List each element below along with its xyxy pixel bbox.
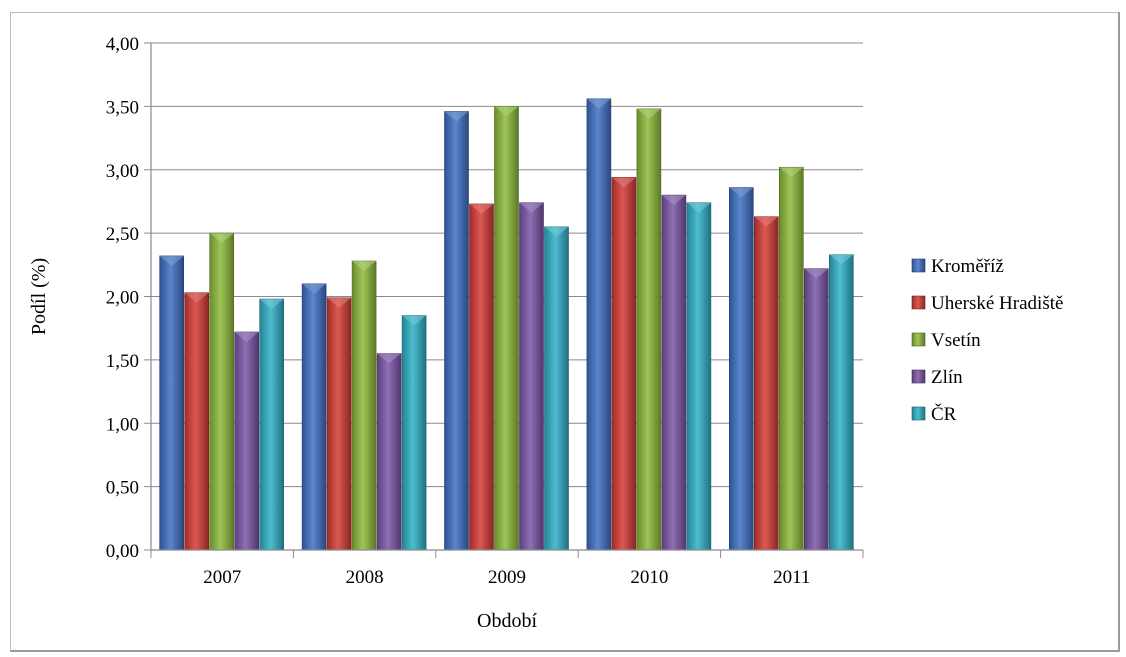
- bar-chart: 0,00 0,50 1,00 1,50 2,00 2,50 3,00 3,50 4,00 200…: [28, 34, 1063, 632]
- bar-ČR-2007: [259, 298, 284, 551]
- x-tick-labels: 2007 2008 2009 2010 2011: [203, 567, 810, 588]
- bar-bevel: [234, 331, 259, 342]
- bar-ČR-2008: [401, 315, 427, 551]
- bar-bevel: [804, 268, 829, 279]
- x-tick-label: 2010: [630, 567, 668, 588]
- chart-frame: 0,00 0,50 1,00 1,50 2,00 2,50 3,00 3,50 4,00 200…: [10, 12, 1120, 652]
- x-tick-label: 2007: [203, 567, 241, 588]
- axes: [144, 42, 864, 558]
- bar-Uherské Hradiště-2011: [753, 216, 779, 551]
- x-tick-label: 2008: [346, 567, 384, 588]
- bar-Vsetín-2008: [351, 260, 377, 551]
- bar-Kroměříž-2008: [301, 283, 327, 551]
- bar-bevel: [829, 254, 854, 265]
- y-tick-label: 0,00: [106, 541, 139, 562]
- bar-Uherské Hradiště-2009: [469, 203, 494, 551]
- bar-Vsetín-2010: [636, 108, 662, 551]
- bar-Zlín-2010: [661, 194, 687, 551]
- legend-swatch: [911, 258, 926, 273]
- bar-bevel: [402, 315, 427, 326]
- y-tick-label: 3,50: [106, 97, 139, 118]
- y-axis-title: Podíl (%): [28, 258, 50, 335]
- legend-label: Uherské Hradiště: [931, 293, 1063, 314]
- bar-bevel: [327, 297, 352, 308]
- y-tick-label: 3,00: [106, 161, 139, 182]
- bar-bevel: [469, 203, 494, 214]
- bar-bevel: [444, 111, 469, 122]
- bar-bevel: [611, 177, 636, 188]
- y-tick-label: 1,00: [106, 414, 139, 435]
- bar-Uherské Hradiště-2008: [326, 297, 352, 551]
- legend-item: ČR: [911, 403, 957, 425]
- bar-Zlín-2009: [519, 202, 544, 551]
- legend: Kroměříž Uherské Hradiště Vsetín Zlín ČR: [911, 256, 1063, 425]
- bar-Kroměříž-2009: [444, 111, 469, 551]
- y-tick-label: 4,00: [106, 34, 139, 55]
- bar-Vsetín-2009: [494, 106, 519, 551]
- bar-bevel: [377, 353, 402, 364]
- legend-label: Kroměříž: [931, 256, 1004, 277]
- legend-swatch: [911, 332, 926, 347]
- bar-ČR-2010: [686, 202, 712, 551]
- legend-item: Zlín: [911, 367, 963, 388]
- bar-bevel: [352, 261, 377, 272]
- legend-item: Vsetín: [911, 330, 981, 351]
- x-tick-label: 2011: [773, 567, 810, 588]
- bar-bevel: [519, 202, 544, 213]
- bar-ČR-2009: [544, 226, 569, 551]
- bars: [159, 98, 854, 551]
- y-tick-label: 1,50: [106, 351, 139, 372]
- x-axis-title: Období: [477, 610, 537, 632]
- x-tick-label: 2009: [488, 567, 526, 588]
- bar-bevel: [544, 226, 569, 237]
- bar-ČR-2011: [828, 254, 854, 551]
- bar-Zlín-2011: [803, 268, 829, 551]
- legend-item: Uherské Hradiště: [911, 293, 1063, 314]
- legend-label: Vsetín: [931, 330, 981, 351]
- legend-label: Zlín: [931, 367, 963, 388]
- bar-bevel: [686, 202, 711, 213]
- legend-swatch: [911, 406, 926, 421]
- bar-Kroměříž-2011: [728, 187, 754, 551]
- legend-swatch: [911, 295, 926, 310]
- bar-Kroměříž-2007: [159, 255, 184, 551]
- bar-Zlín-2007: [234, 331, 259, 551]
- bar-Uherské Hradiště-2007: [184, 292, 209, 551]
- bar-Vsetín-2007: [209, 232, 234, 551]
- y-tick-label: 2,00: [106, 288, 139, 309]
- legend-item: Kroměříž: [911, 256, 1004, 277]
- y-tick-label: 2,50: [106, 224, 139, 245]
- bar-bevel: [729, 187, 754, 198]
- bar-bevel: [586, 98, 611, 109]
- bar-Zlín-2008: [376, 353, 402, 551]
- y-tick-label: 0,50: [106, 478, 139, 499]
- bar-bevel: [661, 195, 686, 206]
- bar-bevel: [302, 283, 327, 294]
- bar-Uherské Hradiště-2010: [611, 177, 637, 551]
- bar-bevel: [754, 216, 779, 227]
- bar-bevel: [259, 299, 284, 310]
- bar-bevel: [209, 233, 234, 244]
- bar-bevel: [779, 167, 804, 178]
- bar-Vsetín-2011: [778, 166, 804, 551]
- y-tick-labels: 0,00 0,50 1,00 1,50 2,00 2,50 3,00 3,50 4,00: [106, 34, 139, 562]
- bar-bevel: [636, 108, 661, 119]
- bar-bevel: [184, 292, 209, 303]
- legend-swatch: [911, 369, 926, 384]
- bar-bevel: [159, 255, 184, 266]
- bar-Kroměříž-2010: [586, 98, 612, 551]
- legend-label: ČR: [931, 403, 957, 425]
- bar-bevel: [494, 106, 519, 117]
